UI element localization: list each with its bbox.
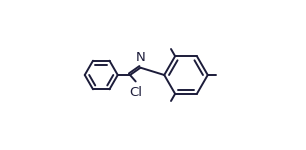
Text: N: N xyxy=(136,51,145,64)
Text: Cl: Cl xyxy=(129,86,142,99)
